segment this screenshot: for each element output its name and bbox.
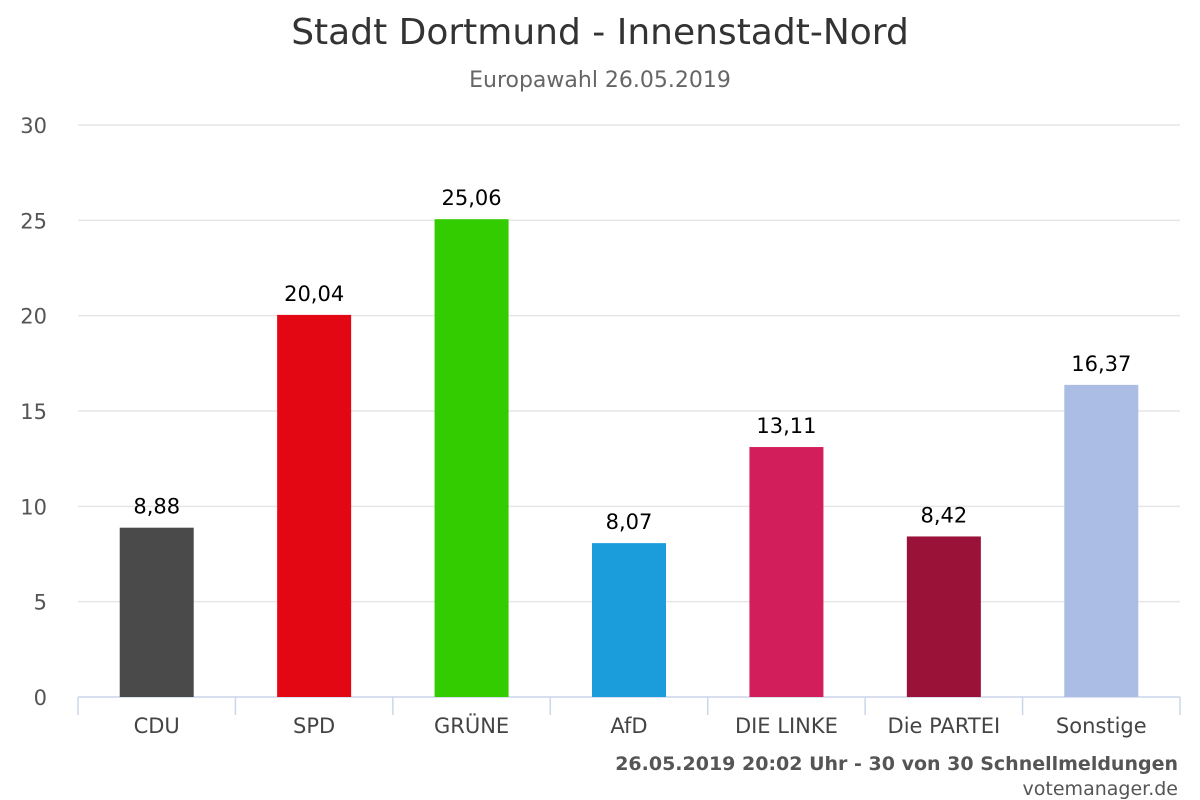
data-label: 8,42 <box>920 503 967 527</box>
x-tick-label: CDU <box>134 714 180 738</box>
bar <box>119 527 194 697</box>
y-tick-label: 0 <box>34 686 47 710</box>
bar <box>1064 384 1139 697</box>
data-label: 25,06 <box>442 186 502 210</box>
bar <box>906 536 981 697</box>
x-tick-label: DIE LINKE <box>735 714 838 738</box>
y-tick-label: 15 <box>20 400 47 424</box>
bar <box>277 314 352 697</box>
bar <box>592 543 666 697</box>
data-label: 13,11 <box>756 414 816 438</box>
data-label: 8,88 <box>133 495 180 519</box>
y-tick-label: 20 <box>20 305 47 329</box>
y-tick-label: 5 <box>34 591 47 615</box>
x-tick-label: GRÜNE <box>434 713 509 738</box>
data-label: 20,04 <box>284 282 344 306</box>
bar <box>749 447 824 697</box>
bar <box>434 219 509 697</box>
x-tick-label: AfD <box>610 714 647 738</box>
x-tick-label: SPD <box>293 714 335 738</box>
data-label: 8,07 <box>606 510 653 534</box>
x-tick-label: Sonstige <box>1056 714 1147 738</box>
y-tick-label: 10 <box>20 495 47 519</box>
y-tick-label: 25 <box>20 209 47 233</box>
footer-status: 26.05.2019 20:02 Uhr - 30 von 30 Schnell… <box>615 753 1178 775</box>
footer-source[interactable]: votemanager.de <box>1022 778 1178 800</box>
chart-subtitle: Europawahl 26.05.2019 <box>469 68 731 93</box>
y-tick-label: 30 <box>20 114 47 138</box>
data-label: 16,37 <box>1071 352 1131 376</box>
chart-title: Stadt Dortmund - Innenstadt-Nord <box>291 12 909 53</box>
x-tick-label: Die PARTEI <box>888 714 1001 738</box>
